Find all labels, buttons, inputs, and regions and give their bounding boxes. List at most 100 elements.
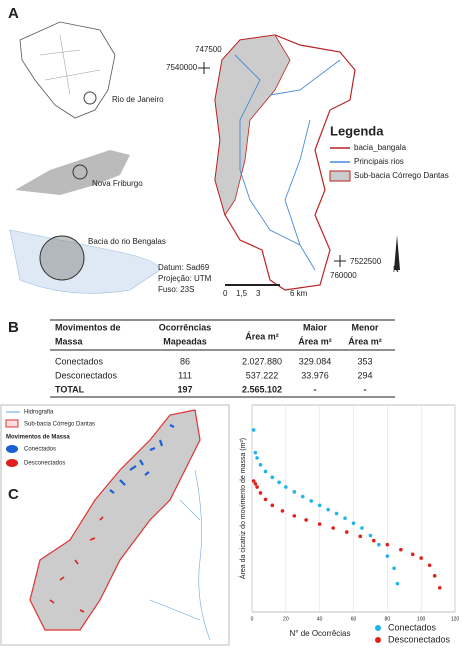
- inset-label: Rio de Janeiro: [112, 95, 164, 104]
- table-header: Movimentos de: [55, 322, 121, 332]
- table-cell: 86: [180, 356, 190, 366]
- rivers: [234, 54, 341, 271]
- point: [344, 530, 349, 534]
- point: [360, 526, 364, 530]
- coord-label: 7522500: [350, 257, 382, 266]
- inset-circle: [72, 164, 88, 180]
- legend-icon: [5, 419, 19, 428]
- y-axis-label: Área da cicatriz do movimento de massa (…: [238, 438, 247, 579]
- inset-label: Nova Friburgo: [92, 179, 143, 188]
- x-tick-label: 20: [283, 616, 289, 622]
- point: [437, 585, 442, 590]
- subbasin: [29, 409, 201, 631]
- table-cell: 2.565.102: [242, 384, 282, 394]
- map-frame: [0, 404, 230, 646]
- legend-icon: [329, 170, 351, 182]
- point: [372, 538, 376, 543]
- point: [255, 456, 259, 460]
- table-header: Menor: [352, 322, 379, 332]
- point: [277, 480, 281, 485]
- table-cell: 33.976: [301, 370, 329, 380]
- x-tick-label: 0: [251, 616, 254, 622]
- point: [351, 521, 356, 525]
- brazil-map: [19, 21, 116, 119]
- inset-label: Bacia do rio Bengalas: [88, 237, 166, 246]
- scars-connected: [109, 424, 175, 494]
- subbasin: [214, 34, 291, 216]
- x-tick-label: 60: [351, 616, 357, 622]
- coord-label: 7540000: [166, 63, 198, 72]
- legend-item: Conectados: [24, 447, 56, 453]
- table-header: Área m²: [245, 331, 279, 341]
- scale-label: 6 km: [290, 289, 308, 298]
- legend-label: Conectados: [388, 622, 437, 632]
- point: [395, 581, 400, 586]
- legend-icon: [6, 459, 18, 467]
- legend-item: bacia_bangala: [354, 143, 407, 152]
- legend-icon: [6, 445, 18, 453]
- point: [427, 563, 432, 568]
- point: [270, 503, 275, 508]
- legend-item: Principais rios: [354, 157, 404, 166]
- legend-label: Desconectados: [388, 634, 451, 644]
- legend-heading: Movimentos de Massa: [6, 435, 70, 441]
- table-cell: 294: [357, 370, 372, 380]
- point: [253, 450, 258, 455]
- point: [258, 491, 263, 495]
- datum: Projeção: UTM: [158, 274, 212, 283]
- legend-marker: [375, 637, 381, 643]
- point: [334, 511, 339, 516]
- state-lines: [39, 34, 101, 96]
- point: [255, 485, 259, 489]
- inset-circle: [39, 235, 85, 281]
- scale-label: 3: [256, 289, 261, 298]
- point: [368, 533, 373, 538]
- point: [292, 514, 297, 518]
- table-cell: 353: [357, 356, 372, 366]
- legend-item: Desconectados: [24, 461, 65, 467]
- panel-label: B: [8, 319, 19, 336]
- point: [358, 534, 363, 539]
- point: [385, 554, 390, 558]
- table-cell: -: [314, 384, 317, 394]
- table-header: Área m²: [348, 336, 382, 346]
- table-header: Ocorrências: [159, 322, 212, 332]
- point: [258, 462, 263, 467]
- point: [284, 485, 288, 489]
- point: [280, 509, 285, 513]
- point: [309, 499, 314, 503]
- table-header: Área m²: [298, 336, 332, 346]
- inset-circle: [83, 91, 97, 105]
- table-header: Mapeadas: [163, 336, 207, 346]
- x-axis-label: N° de Ocorrêcias: [290, 629, 351, 638]
- chart: 0 20 40 60 80 100 120 N° de Ocorrêcias Área da c…: [238, 404, 459, 644]
- table-header: Maior: [303, 322, 328, 332]
- table-cell: 197: [177, 384, 192, 394]
- table-cell: 111: [178, 370, 192, 380]
- table-cell: Conectados: [55, 356, 104, 366]
- table-cell: Desconectados: [55, 370, 118, 380]
- legend-title: Legenda: [330, 123, 384, 138]
- table-cell: 329.084: [299, 356, 332, 366]
- point: [317, 503, 322, 508]
- rj-state: [15, 150, 130, 195]
- datum: Fuso: 23S: [158, 285, 194, 294]
- table-header: Massa: [55, 336, 84, 346]
- point: [331, 526, 336, 530]
- point: [304, 518, 308, 522]
- north-arrow: [394, 235, 400, 270]
- point: [317, 522, 322, 526]
- table-rule: [50, 319, 395, 398]
- coord-label: 747500: [195, 45, 222, 54]
- point: [253, 482, 258, 486]
- scale-label: 0: [223, 289, 228, 298]
- legend-item: Hidrografia: [24, 410, 54, 416]
- panel-label: A: [8, 5, 19, 22]
- legend-item: Sub-bacia Córrego Dantas: [354, 171, 449, 180]
- x-tick-label: 80: [385, 616, 391, 622]
- x-tick-label: 100: [417, 616, 426, 622]
- point: [251, 479, 256, 483]
- point: [377, 542, 381, 547]
- point: [410, 552, 415, 557]
